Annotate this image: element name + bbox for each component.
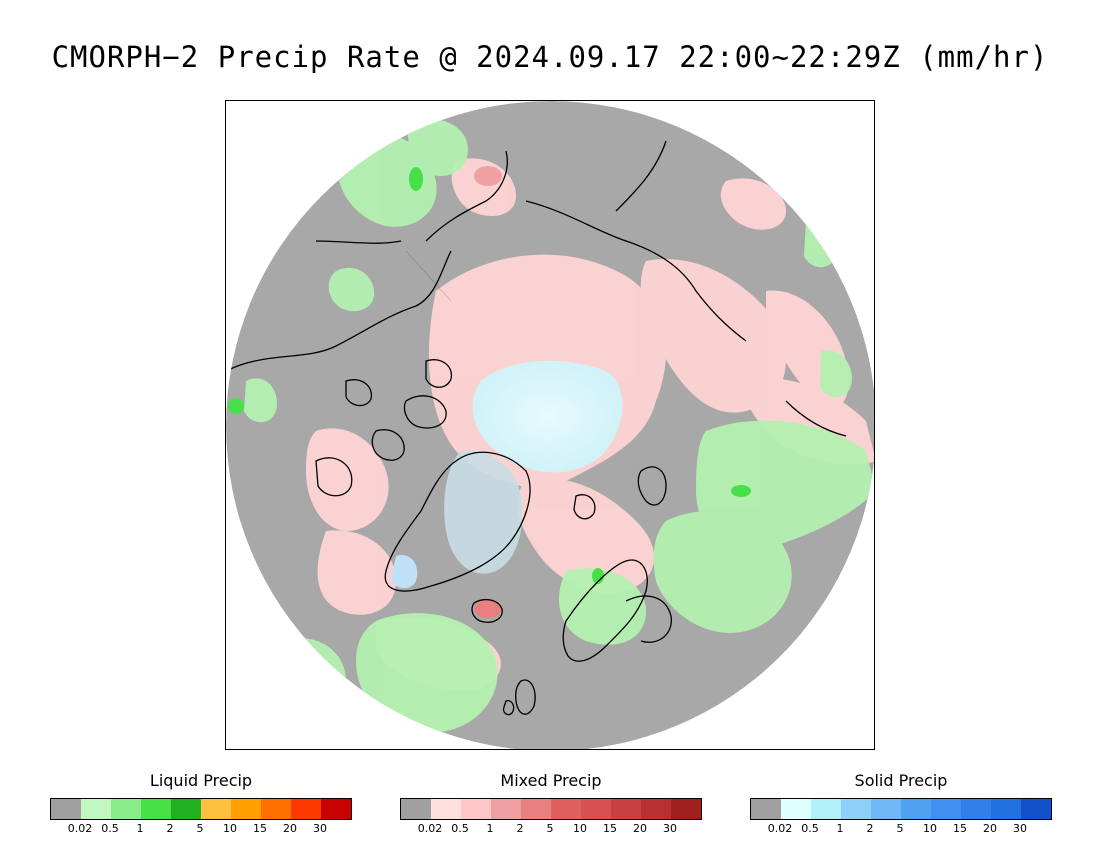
legend-swatch [931,799,961,819]
legend-swatch [141,799,171,819]
legend-swatch [1021,799,1051,819]
legend-swatch [871,799,901,819]
legend-swatch [231,799,261,819]
graticule [405,250,452,302]
legend-swatch [321,799,351,819]
legend-tick-label: 0.02 [767,822,793,835]
legend-tick-label: 1 [136,822,144,835]
legend-swatch [401,799,431,819]
legend-swatch [581,799,611,819]
legend-tick-label: 5 [546,822,554,835]
legend-tick-label: 2 [866,822,874,835]
legend-swatch [261,799,291,819]
legend-swatch [521,799,551,819]
legend-tick-label: 0.02 [417,822,443,835]
legend-ticks: 0.02 0.5 1 2 5 10 15 20 30 [400,822,702,836]
legend-solid-precip: Solid Precip 0.02 0.5 1 2 5 10 15 20 30 [750,772,1052,836]
legend-tick-label: 0.5 [101,822,119,835]
legend-mixed-precip: Mixed Precip 0.02 0.5 1 2 5 10 15 20 30 [400,772,702,836]
legend-swatch [781,799,811,819]
legend-ticks: 0.02 0.5 1 2 5 10 15 20 30 [750,822,1052,836]
legend-title: Liquid Precip [149,771,253,790]
legend-ticks: 0.02 0.5 1 2 5 10 15 20 30 [50,822,352,836]
legend-swatch [841,799,871,819]
legend-swatch [901,799,931,819]
legend-swatch [431,799,461,819]
legend-swatch [751,799,781,819]
legend-tick-label: 1 [836,822,844,835]
legend-swatch [111,799,141,819]
legend-tick-label: 2 [516,822,524,835]
legend-swatch [491,799,521,819]
legend-tick-label: 20 [633,822,647,835]
legend-tick-label: 10 [923,822,937,835]
legend-swatch [81,799,111,819]
legend-tick-label: 5 [196,822,204,835]
legend-swatch [171,799,201,819]
legend-tick-label: 5 [896,822,904,835]
legend-tick-label: 15 [953,822,967,835]
legend-title: Mixed Precip [500,771,602,790]
legend-tick-label: 0.02 [67,822,93,835]
legend-tick-label: 2 [166,822,174,835]
legend-swatch [641,799,671,819]
legend-tick-label: 0.5 [451,822,469,835]
legend-swatch [671,799,701,819]
legend-tick-label: 15 [253,822,267,835]
legend-colorbar [50,798,352,820]
legend-tick-label: 30 [1013,822,1027,835]
legend-swatch [811,799,841,819]
legend-tick-label: 20 [983,822,997,835]
legend-liquid-precip: Liquid Precip 0.02 0.5 1 2 5 10 15 20 30 [50,772,352,836]
legend-tick-label: 30 [313,822,327,835]
legend-tick-label: 1 [486,822,494,835]
solid-precip-areas [391,360,623,589]
legend-swatch [291,799,321,819]
intense-precip-spots [228,166,751,618]
legend-swatch [611,799,641,819]
legend-tick-label: 10 [223,822,237,835]
legend-colorbar [750,798,1052,820]
legend-swatch [991,799,1021,819]
legend-tick-label: 15 [603,822,617,835]
legend-swatch [961,799,991,819]
legend-swatch [461,799,491,819]
legend-tick-label: 0.5 [801,822,819,835]
polar-precip-map [225,100,875,750]
legend-colorbar [400,798,702,820]
legend-swatch [551,799,581,819]
legend-title: Solid Precip [854,771,948,790]
chart-title: CMORPH−2 Precip Rate @ 2024.09.17 22:00~… [51,40,1049,74]
legend-swatch [201,799,231,819]
legend-swatch [51,799,81,819]
legend-tick-label: 10 [573,822,587,835]
legend-tick-label: 30 [663,822,677,835]
map-svg [226,101,874,749]
legend-tick-label: 20 [283,822,297,835]
coastlines [226,140,867,716]
